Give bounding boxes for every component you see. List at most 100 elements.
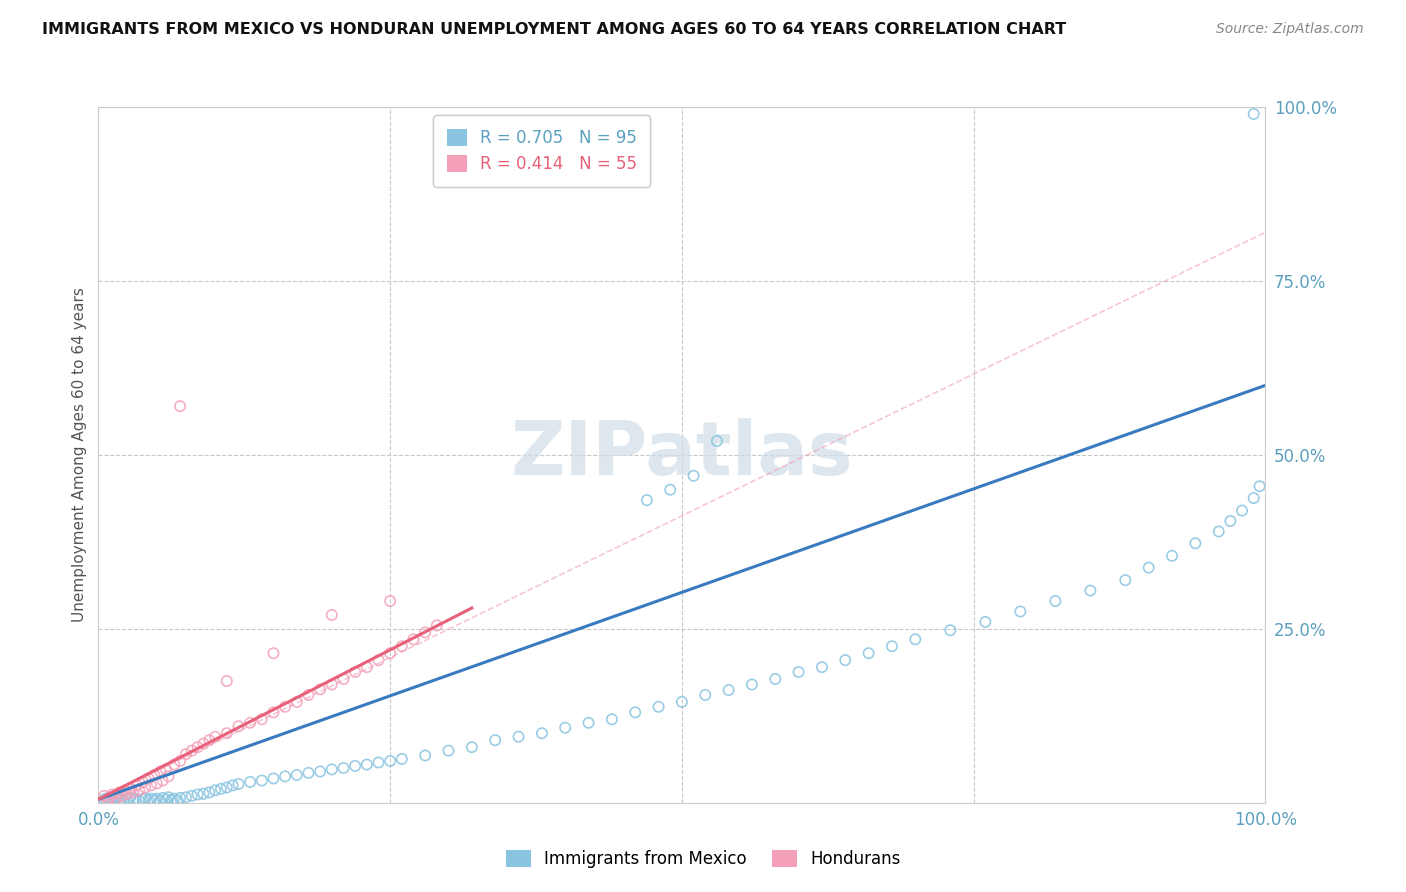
Point bbox=[98, 793, 121, 807]
Point bbox=[239, 715, 262, 730]
Point bbox=[117, 787, 139, 801]
Text: Source: ZipAtlas.com: Source: ZipAtlas.com bbox=[1216, 22, 1364, 37]
Point bbox=[262, 646, 284, 660]
Point bbox=[426, 618, 449, 632]
Point bbox=[356, 757, 378, 772]
Point bbox=[155, 792, 177, 806]
Point bbox=[285, 695, 308, 709]
Point bbox=[332, 761, 354, 775]
Point bbox=[367, 756, 389, 770]
Point bbox=[367, 653, 389, 667]
Point bbox=[138, 793, 160, 807]
Point bbox=[163, 791, 186, 805]
Point bbox=[134, 780, 156, 795]
Point bbox=[378, 754, 402, 768]
Point bbox=[117, 792, 139, 806]
Point bbox=[1010, 605, 1032, 619]
Point bbox=[139, 791, 162, 805]
Point bbox=[274, 769, 297, 783]
Point bbox=[378, 646, 402, 660]
Point bbox=[134, 791, 156, 805]
Point bbox=[1230, 503, 1253, 517]
Point bbox=[146, 776, 169, 790]
Point bbox=[636, 493, 658, 508]
Point bbox=[111, 791, 134, 805]
Text: IMMIGRANTS FROM MEXICO VS HONDURAN UNEMPLOYMENT AMONG AGES 60 TO 64 YEARS CORREL: IMMIGRANTS FROM MEXICO VS HONDURAN UNEMP… bbox=[42, 22, 1066, 37]
Point bbox=[1208, 524, 1230, 539]
Point bbox=[198, 785, 221, 799]
Point bbox=[274, 699, 297, 714]
Point bbox=[1137, 560, 1160, 574]
Point bbox=[695, 688, 717, 702]
Point bbox=[111, 789, 134, 803]
Point bbox=[356, 660, 378, 674]
Point bbox=[1249, 479, 1271, 493]
Point bbox=[378, 594, 402, 608]
Point bbox=[101, 788, 124, 802]
Point bbox=[101, 791, 124, 805]
Point bbox=[682, 468, 704, 483]
Point bbox=[108, 793, 131, 807]
Y-axis label: Unemployment Among Ages 60 to 64 years: Unemployment Among Ages 60 to 64 years bbox=[72, 287, 87, 623]
Point bbox=[118, 791, 141, 805]
Point bbox=[262, 706, 284, 720]
Point bbox=[122, 793, 145, 807]
Point bbox=[939, 624, 962, 638]
Legend: Immigrants from Mexico, Hondurans: Immigrants from Mexico, Hondurans bbox=[499, 843, 907, 875]
Point bbox=[112, 794, 135, 808]
Point bbox=[659, 483, 682, 497]
Point bbox=[138, 772, 160, 786]
Point bbox=[391, 752, 413, 766]
Point bbox=[741, 677, 763, 691]
Point bbox=[391, 639, 413, 653]
Point bbox=[974, 615, 997, 629]
Point bbox=[204, 783, 226, 797]
Point bbox=[763, 672, 786, 686]
Point bbox=[187, 788, 209, 802]
Point bbox=[128, 783, 150, 797]
Point bbox=[904, 632, 927, 647]
Legend: R = 0.705   N = 95, R = 0.414   N = 55: R = 0.705 N = 95, R = 0.414 N = 55 bbox=[433, 115, 651, 186]
Point bbox=[309, 682, 332, 697]
Point bbox=[209, 781, 232, 796]
Point bbox=[146, 791, 169, 805]
Point bbox=[139, 778, 162, 792]
Point bbox=[132, 792, 155, 806]
Point bbox=[169, 754, 191, 768]
Point bbox=[624, 706, 647, 720]
Point bbox=[321, 607, 343, 622]
Point bbox=[250, 773, 273, 788]
Point bbox=[122, 785, 145, 799]
Point bbox=[285, 768, 308, 782]
Point bbox=[250, 712, 273, 726]
Point bbox=[143, 793, 166, 807]
Point bbox=[413, 625, 436, 640]
Point bbox=[157, 790, 180, 805]
Point bbox=[163, 757, 186, 772]
Point bbox=[215, 726, 238, 740]
Point bbox=[880, 639, 903, 653]
Point bbox=[143, 768, 166, 782]
Point bbox=[193, 737, 215, 751]
Point bbox=[461, 740, 484, 755]
Point bbox=[344, 759, 367, 773]
Point bbox=[1080, 583, 1102, 598]
Point bbox=[297, 765, 319, 780]
Point bbox=[706, 434, 728, 448]
Point bbox=[157, 769, 180, 783]
Point bbox=[834, 653, 856, 667]
Point bbox=[152, 791, 174, 805]
Point bbox=[97, 792, 120, 806]
Point bbox=[578, 715, 600, 730]
Point bbox=[166, 794, 188, 808]
Point bbox=[1243, 491, 1265, 505]
Point bbox=[508, 730, 530, 744]
Point bbox=[332, 672, 354, 686]
Point bbox=[155, 763, 177, 777]
Point bbox=[321, 763, 343, 777]
Point bbox=[1184, 536, 1206, 550]
Point bbox=[344, 665, 367, 679]
Point bbox=[787, 665, 810, 679]
Point bbox=[647, 699, 669, 714]
Point bbox=[600, 712, 623, 726]
